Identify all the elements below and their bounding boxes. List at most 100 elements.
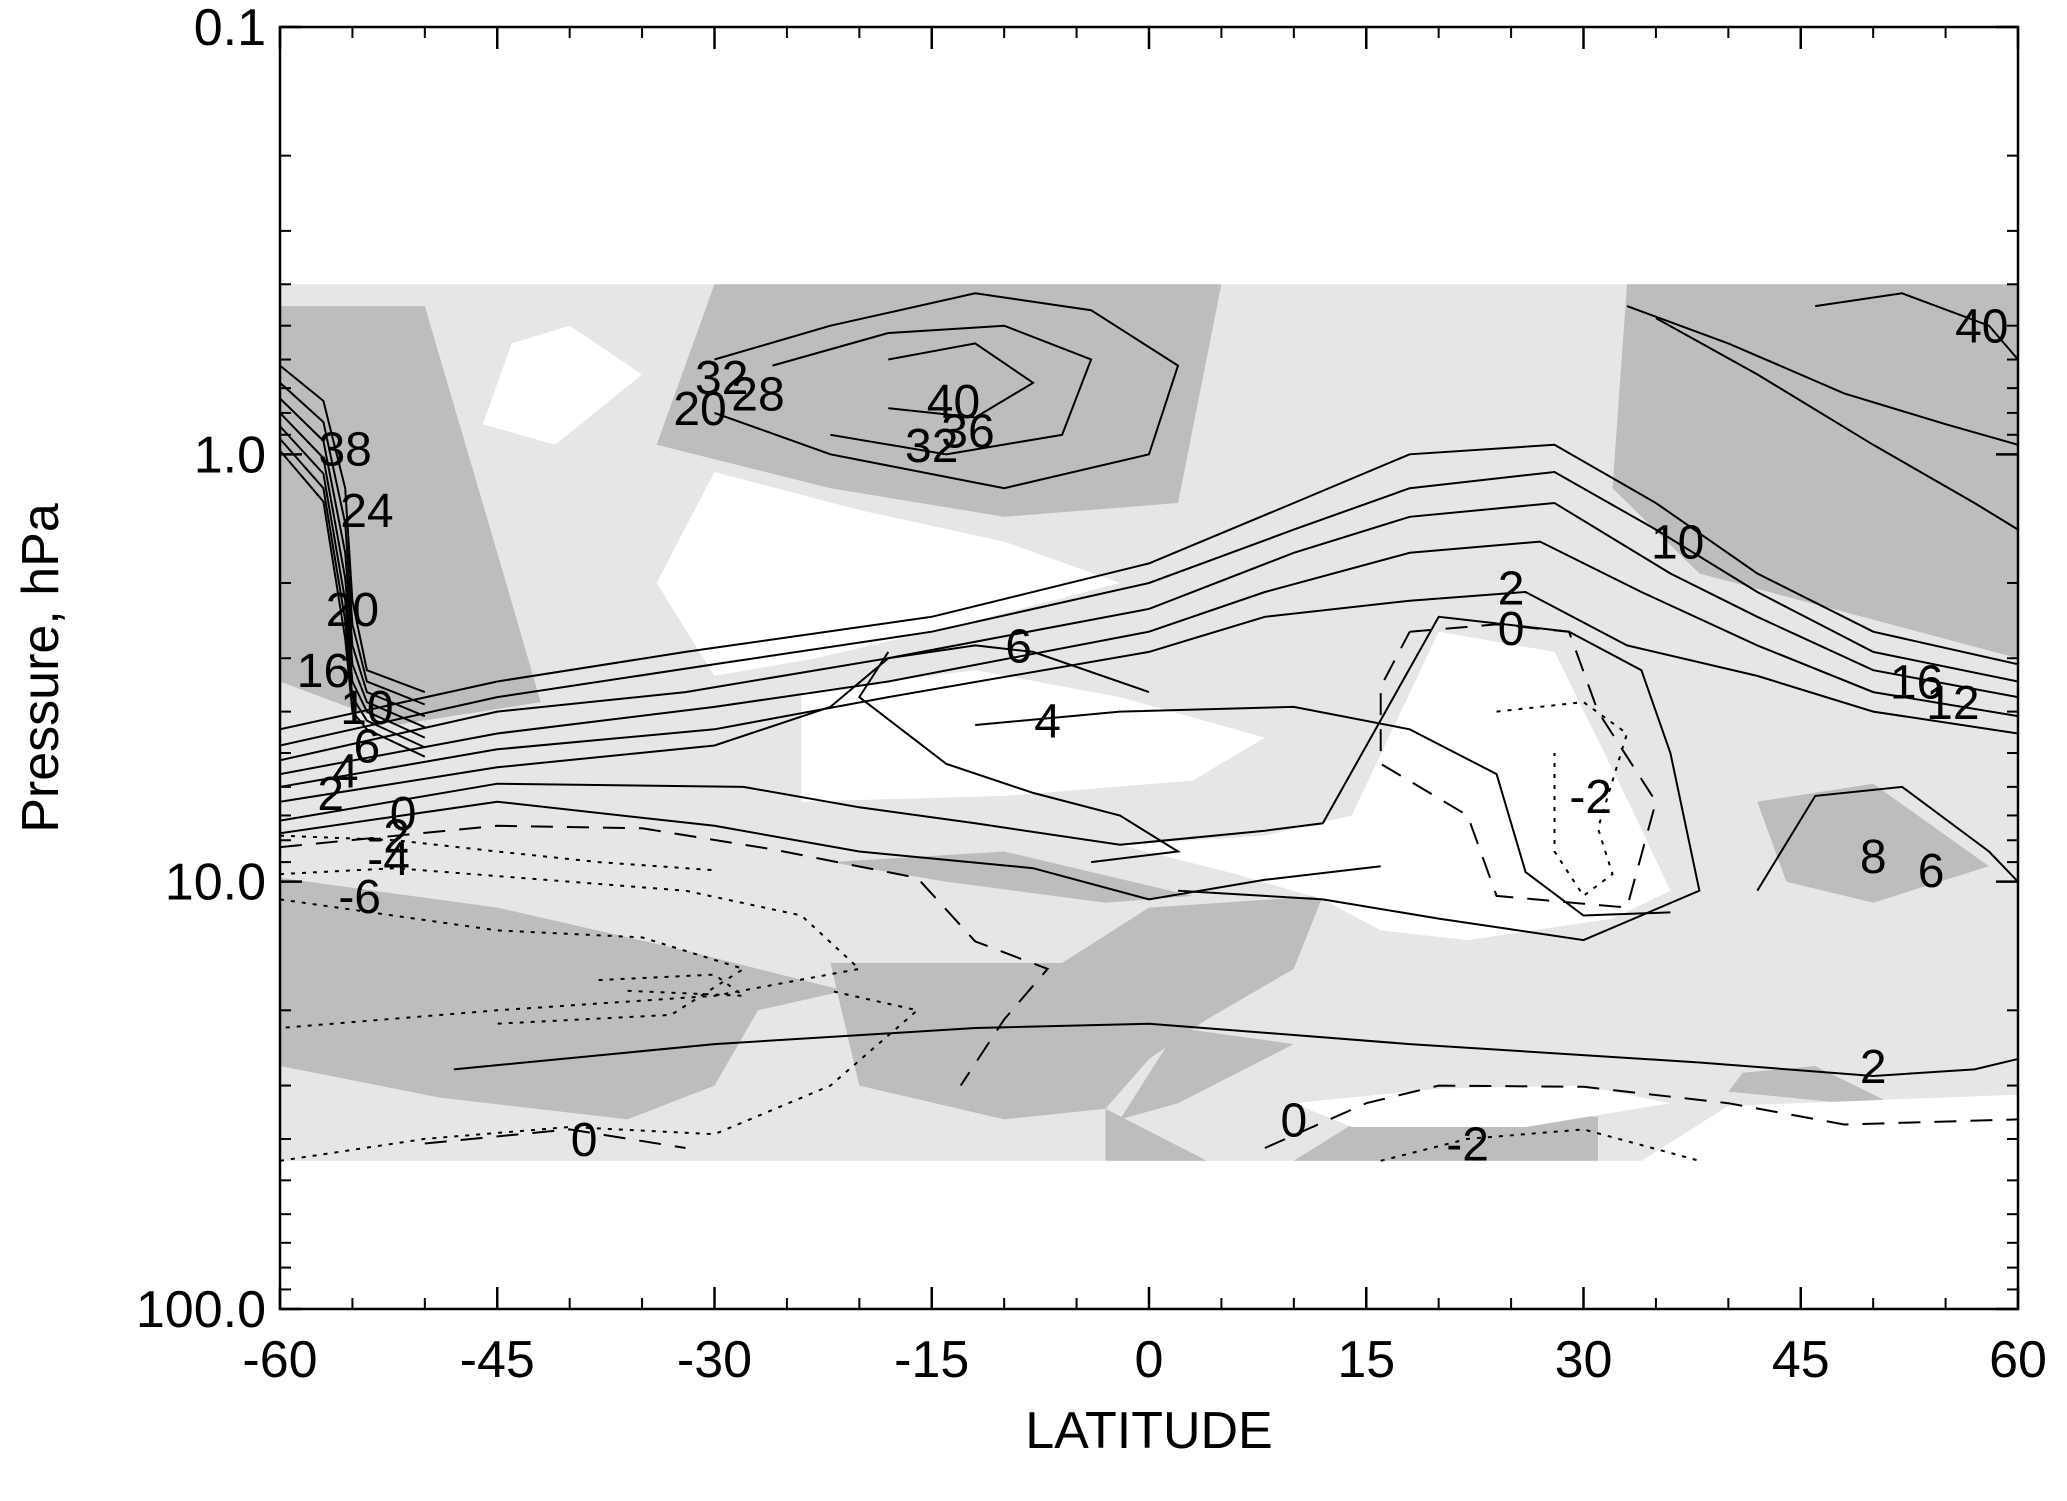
contour-label: 40 xyxy=(927,376,980,429)
contour-line xyxy=(280,412,426,729)
contour-line xyxy=(280,425,426,739)
contour-line-negative xyxy=(598,973,747,997)
contour-label: 10 xyxy=(340,682,393,735)
contour-label: -2 xyxy=(1446,1119,1489,1172)
contour-line-zero xyxy=(1379,623,1657,909)
contour-label: 4 xyxy=(332,746,359,799)
contour-label: 8 xyxy=(1860,831,1887,884)
contour-label: 0 xyxy=(1280,1094,1307,1147)
contour-label: 6 xyxy=(354,720,381,773)
contour-label: 32 xyxy=(695,352,748,405)
contour-label: 2 xyxy=(1860,1041,1887,1094)
x-tick-label: -45 xyxy=(460,1331,535,1389)
contour-line xyxy=(280,800,1381,901)
shade-white-region xyxy=(1120,631,1671,941)
shade-dark-region xyxy=(1105,1108,1207,1161)
shade-dark-region xyxy=(830,851,1193,903)
y-tick-label: 100.0 xyxy=(136,1281,266,1339)
contour-line xyxy=(280,382,426,706)
contour-line xyxy=(280,501,2018,762)
contour-label: 28 xyxy=(731,368,784,421)
shade-white-region xyxy=(1641,1094,2018,1161)
shade-dark-region xyxy=(1728,1066,1903,1109)
shade-white-region xyxy=(656,472,1120,676)
contour-label: 40 xyxy=(1955,301,2008,354)
contour-line xyxy=(1626,305,2018,446)
shade-dark-region xyxy=(830,895,1323,1120)
contour-line xyxy=(1815,292,2018,361)
x-tick-label: -15 xyxy=(894,1331,969,1389)
contour-line xyxy=(280,443,2018,731)
contour-line xyxy=(888,342,1035,419)
shade-dark-region xyxy=(656,284,1222,517)
contour-line-zero xyxy=(424,1128,686,1149)
contour-label: -2 xyxy=(1569,771,1612,824)
shade-white-region xyxy=(801,670,1265,802)
contour-label: 32 xyxy=(905,420,958,473)
contour-label: 0 xyxy=(1498,603,1525,656)
contour-label: -6 xyxy=(338,871,381,924)
contour-line-negative xyxy=(280,834,715,872)
shade-dark-region xyxy=(1120,1028,1294,1120)
shade-white-region xyxy=(482,325,643,445)
x-tick-label: 0 xyxy=(1135,1331,1164,1389)
y-axis-label: Pressure, hPa xyxy=(12,503,70,833)
contour-lines xyxy=(280,292,2018,1162)
contour-line-negative xyxy=(1496,701,1629,898)
contour-line-negative xyxy=(280,898,746,1025)
y-tick-label: 10.0 xyxy=(165,854,266,912)
shade-dark-region xyxy=(1757,783,1989,903)
shaded-regions xyxy=(280,284,2018,1161)
contour-line xyxy=(280,644,1150,803)
x-tick-label: 60 xyxy=(1989,1331,2047,1389)
contour-label: 2 xyxy=(1498,563,1525,616)
contour-line xyxy=(714,292,1180,490)
contour-line xyxy=(280,470,2018,747)
contour-line-zero xyxy=(280,824,1050,1087)
contour-label: 10 xyxy=(1651,517,1704,570)
y-axis: 0.1 1.0 10.0 100.0 xyxy=(136,0,2018,1339)
contour-label: 4 xyxy=(1034,696,1061,749)
x-axis: -60 -45 -30 -15 0 15 30 45 60 xyxy=(242,27,2047,1389)
contour-label: 36 xyxy=(941,406,994,459)
x-tick-label: 30 xyxy=(1555,1331,1613,1389)
y-tick-label: 1.0 xyxy=(194,426,266,484)
x-tick-label: 15 xyxy=(1337,1331,1395,1389)
contour-line xyxy=(1756,785,2018,892)
shade-dark-region xyxy=(280,877,845,1120)
contour-label: 16 xyxy=(1890,656,1943,709)
x-tick-label: 45 xyxy=(1772,1331,1830,1389)
shade-white-region xyxy=(1293,1085,1671,1127)
contour-line xyxy=(857,651,1181,864)
contour-label: 38 xyxy=(318,424,371,477)
contour-label: -4 xyxy=(367,833,410,886)
contour-line xyxy=(280,590,2018,788)
contour-line-negative xyxy=(280,989,920,1162)
contour-label: 16 xyxy=(297,645,350,698)
contour-line xyxy=(975,705,1671,917)
x-tick-label: -30 xyxy=(677,1331,752,1389)
contour-label: 0 xyxy=(390,788,417,841)
contour-line xyxy=(772,324,1093,456)
x-axis-label: LATITUDE xyxy=(1025,1402,1273,1460)
contour-line xyxy=(280,449,426,758)
contour-line xyxy=(280,615,1701,942)
contour-label: 6 xyxy=(1005,620,1032,673)
contour-label: 24 xyxy=(340,485,393,538)
contour-line xyxy=(280,540,2018,776)
contour-line xyxy=(280,364,426,694)
contour-label: 20 xyxy=(673,383,726,436)
contour-label: 20 xyxy=(326,584,379,637)
contour-line xyxy=(280,397,426,718)
contour-label: 6 xyxy=(1918,845,1945,898)
x-tick-label: -60 xyxy=(242,1331,317,1389)
contour-line xyxy=(1655,317,2018,531)
contour-label: 0 xyxy=(571,1114,598,1167)
contour-label: 12 xyxy=(1926,677,1979,730)
contour-line-negative xyxy=(1380,1128,1700,1162)
y-tick-label: 0.1 xyxy=(194,0,266,57)
contour-label: -2 xyxy=(367,811,410,864)
contour-line xyxy=(453,1022,2018,1078)
